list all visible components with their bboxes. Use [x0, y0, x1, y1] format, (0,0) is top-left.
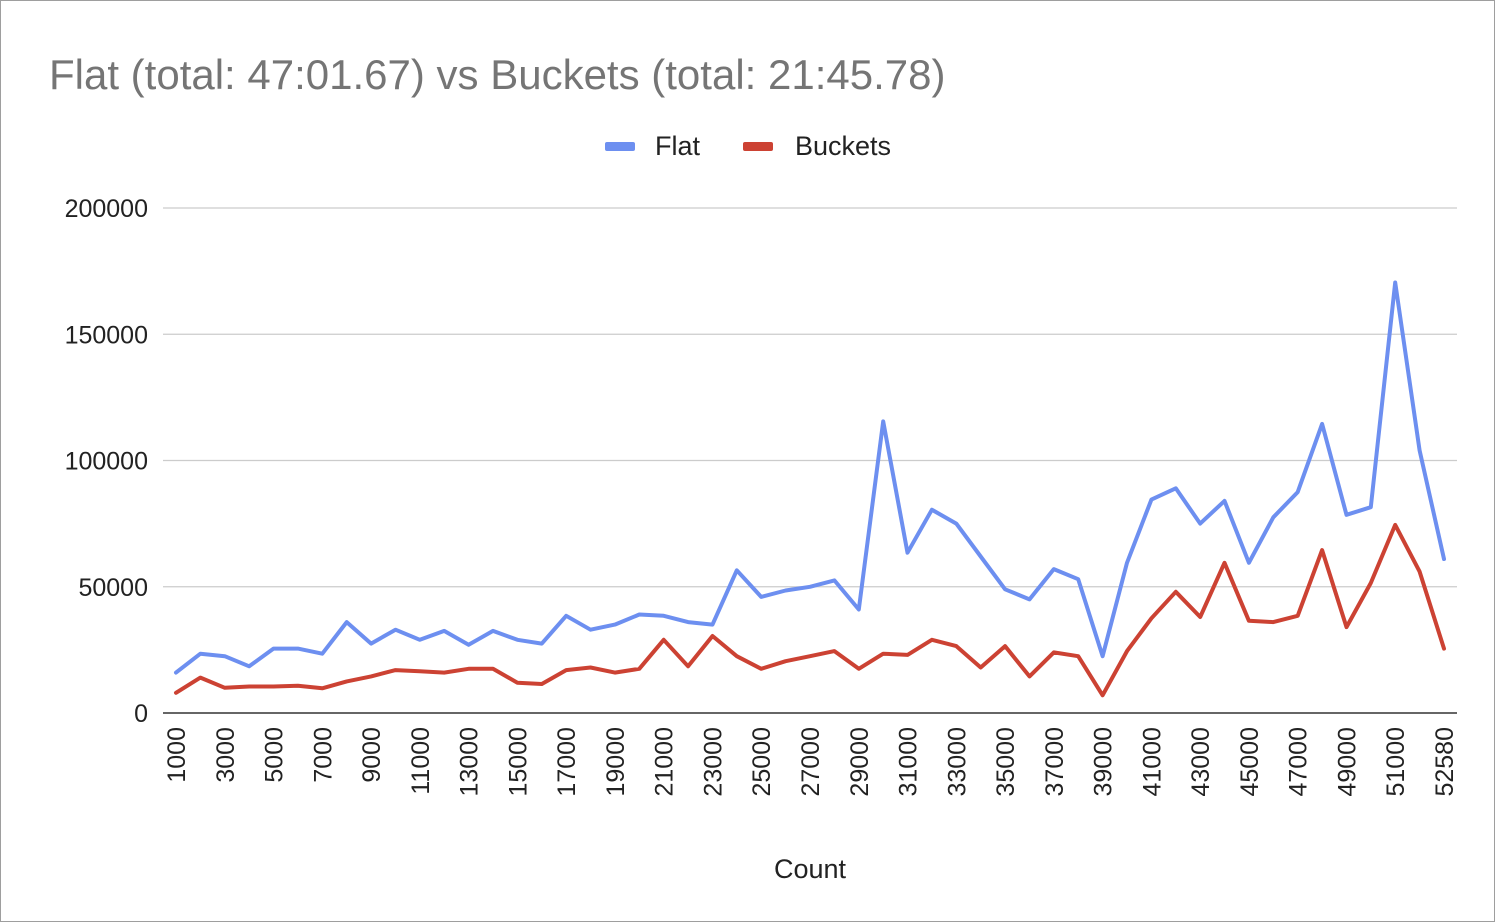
y-tick-label: 50000	[78, 574, 148, 602]
chart-title: Flat (total: 47:01.67) vs Buckets (total…	[49, 51, 945, 98]
x-tick-label: 17000	[553, 727, 581, 797]
series-line-buckets	[174, 522, 1446, 698]
y-axis-ticks: 0 50000 100000 150000 200000	[65, 195, 148, 728]
legend-label-buckets: Buckets	[795, 131, 891, 161]
x-tick-label: 33000	[943, 727, 971, 797]
x-tick-label: 23000	[700, 727, 728, 797]
x-tick-label: 7000	[309, 727, 337, 783]
x-axis-ticks: 1000 3000 5000 7000 9000 11000 13000 15000 17000…	[163, 727, 1459, 797]
series-line-flat	[174, 280, 1446, 675]
x-tick-label: 27000	[797, 727, 825, 797]
x-tick-label: 31000	[895, 727, 923, 797]
x-tick-label: 1000	[163, 727, 191, 783]
legend-swatch-buckets	[743, 142, 773, 151]
x-tick-label: 51000	[1382, 727, 1410, 797]
gridlines	[163, 207, 1457, 588]
x-axis-title: Count	[774, 854, 847, 884]
x-tick-label: 5000	[261, 727, 289, 783]
x-tick-label: 39000	[1090, 727, 1118, 797]
legend-swatch-flat	[605, 142, 635, 151]
x-tick-label: 21000	[651, 727, 679, 797]
x-tick-label: 41000	[1138, 727, 1166, 797]
x-tick-label: 9000	[358, 727, 386, 783]
legend: Flat Buckets	[605, 131, 891, 161]
series-lines	[174, 280, 1446, 698]
x-tick-label: 25000	[748, 727, 776, 797]
y-tick-label: 0	[134, 700, 148, 728]
x-tick-label: 49000	[1334, 727, 1362, 797]
y-tick-label: 100000	[65, 448, 148, 476]
x-tick-label: 15000	[504, 727, 532, 797]
x-tick-label: 45000	[1236, 727, 1264, 797]
x-tick-label: 52580	[1431, 727, 1459, 797]
x-tick-label: 19000	[602, 727, 630, 797]
x-tick-label: 29000	[846, 727, 874, 797]
x-tick-label: 3000	[212, 727, 240, 783]
x-tick-label: 47000	[1285, 727, 1313, 797]
x-tick-label: 43000	[1187, 727, 1215, 797]
y-tick-label: 200000	[65, 195, 148, 223]
x-tick-label: 13000	[456, 727, 484, 797]
x-tick-label: 11000	[407, 727, 435, 795]
y-tick-label: 150000	[65, 321, 148, 349]
legend-label-flat: Flat	[655, 131, 701, 161]
x-tick-label: 35000	[992, 727, 1020, 797]
x-tick-label: 37000	[1041, 727, 1069, 797]
